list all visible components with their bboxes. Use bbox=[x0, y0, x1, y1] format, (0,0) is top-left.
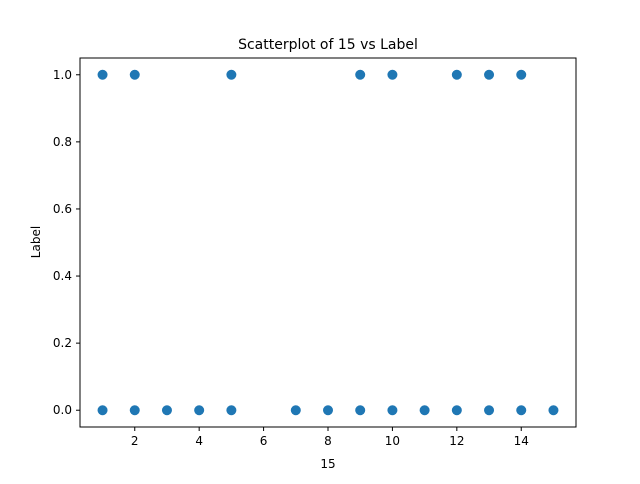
y-tick-label: 0.4 bbox=[53, 269, 72, 283]
points-layer bbox=[97, 69, 559, 416]
chart-title: Scatterplot of 15 vs Label bbox=[238, 37, 418, 53]
data-point bbox=[419, 405, 430, 416]
data-point bbox=[161, 405, 172, 416]
data-point bbox=[387, 405, 398, 416]
data-point bbox=[484, 69, 495, 80]
y-tick-label: 0.8 bbox=[53, 135, 72, 149]
data-point bbox=[129, 405, 140, 416]
data-point bbox=[484, 405, 495, 416]
x-tick-label: 12 bbox=[449, 434, 464, 448]
data-point bbox=[355, 405, 366, 416]
x-axis-label: 15 bbox=[320, 457, 335, 471]
data-point bbox=[194, 405, 205, 416]
x-tick-label: 4 bbox=[195, 434, 203, 448]
data-point bbox=[323, 405, 333, 416]
data-point bbox=[451, 405, 462, 416]
y-axis-label: Label bbox=[29, 226, 43, 258]
x-tick-label: 2 bbox=[131, 434, 139, 448]
data-point bbox=[129, 69, 140, 80]
y-tick-label: 1.0 bbox=[53, 68, 72, 82]
plot-area bbox=[80, 58, 576, 427]
data-point bbox=[226, 405, 237, 416]
y-ticks: 0.0 0.2 0.4 0.6 0.8 1.0 bbox=[53, 68, 80, 417]
x-ticks: 2 4 6 8 10 12 14 bbox=[131, 427, 529, 448]
data-point bbox=[97, 405, 108, 416]
data-point bbox=[451, 69, 462, 80]
x-tick-label: 6 bbox=[260, 434, 268, 448]
y-tick-label: 0.6 bbox=[53, 202, 72, 216]
data-point bbox=[226, 69, 237, 80]
x-tick-label: 10 bbox=[385, 434, 400, 448]
data-point bbox=[516, 405, 527, 416]
data-point bbox=[290, 405, 301, 416]
x-tick-label: 8 bbox=[324, 434, 332, 448]
data-point bbox=[516, 69, 527, 80]
data-point bbox=[97, 69, 108, 80]
data-point bbox=[387, 69, 398, 80]
y-tick-label: 0.0 bbox=[53, 403, 72, 417]
data-point bbox=[355, 69, 366, 80]
y-tick-label: 0.2 bbox=[53, 336, 72, 350]
x-tick-label: 14 bbox=[514, 434, 529, 448]
data-point bbox=[548, 405, 559, 416]
